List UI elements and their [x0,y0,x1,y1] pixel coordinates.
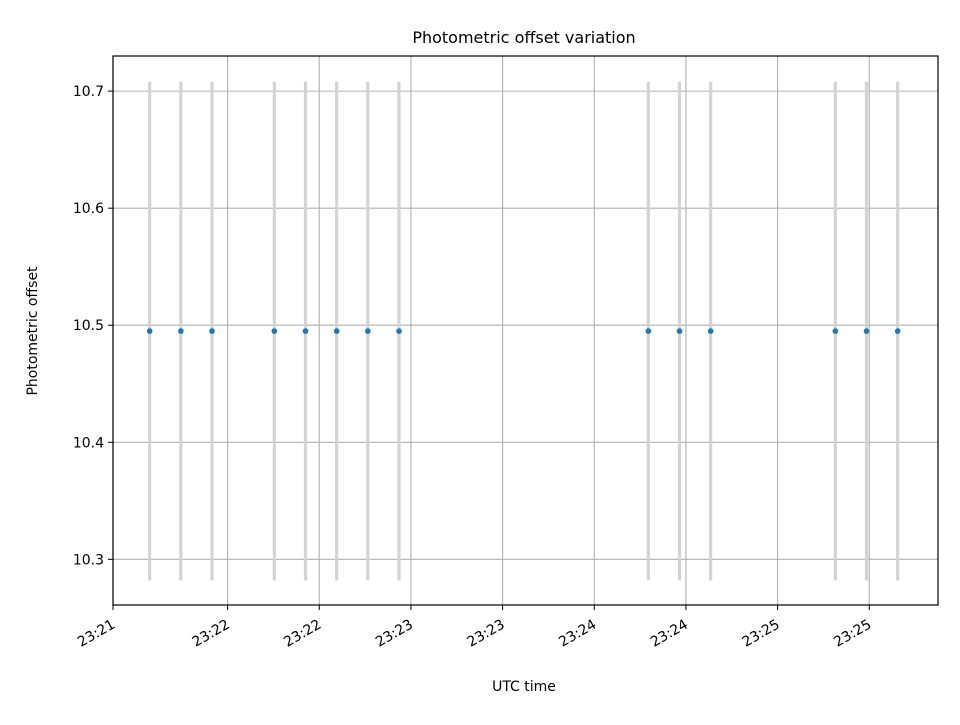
data-point [302,328,309,334]
data-point [707,328,714,334]
x-tick-label: 23:23 [373,617,416,651]
x-tick-label: 23:25 [740,617,783,651]
x-axis-ticks: 23:21 23:22 23:22 23:23 23:23 23:24 23:24 23:25… [75,605,874,651]
x-axis-label: UTC time [492,679,556,695]
data-point [894,328,901,334]
x-tick-label: 23:24 [556,617,599,651]
data-point [333,328,340,334]
data-point [396,328,402,334]
y-tick-label: 10.4 [73,435,104,451]
y-tick-label: 10.5 [73,318,104,334]
grid-lines [112,56,938,605]
plot-frame [112,55,939,606]
data-point [146,328,153,334]
data-point [271,328,278,334]
data-points [146,328,901,334]
x-tick-label: 23:23 [465,617,508,651]
data-point [209,328,215,334]
y-tick-label: 10.3 [73,552,104,568]
x-tick-label: 23:22 [190,617,233,651]
y-tick-label: 10.7 [73,84,104,100]
chart-title: Photometric offset variation [412,28,635,47]
data-point [863,328,870,334]
data-point [676,328,683,334]
data-point [178,328,184,334]
data-point [365,328,371,334]
data-point [832,328,839,334]
error-bars [148,81,900,581]
y-axis-label: Photometric offset [25,266,41,396]
x-tick-label: 23:25 [831,617,874,651]
x-tick-label: 23:22 [281,617,324,651]
y-axis-ticks: 10.3 10.4 10.5 10.6 10.7 [73,84,113,568]
x-tick-label: 23:24 [648,617,691,651]
data-point [645,328,652,334]
y-tick-label: 10.6 [73,201,104,217]
x-tick-label: 23:21 [75,617,118,651]
